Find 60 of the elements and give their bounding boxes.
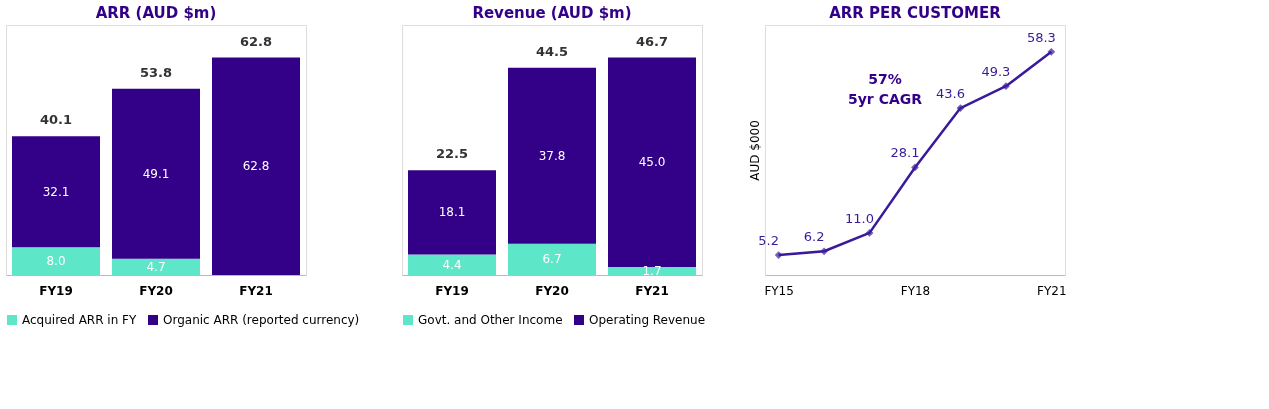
x-tick-label: FY15 — [764, 283, 794, 298]
data-label: 6.2 — [803, 229, 825, 245]
total-label: 44.5 — [535, 43, 569, 59]
bar — [508, 243, 596, 275]
bar — [608, 57, 696, 268]
x-tick-label: FY20 — [535, 283, 569, 298]
data-label: 49.1 — [142, 166, 170, 181]
bar — [112, 88, 200, 259]
data-label: 49.3 — [981, 64, 1011, 80]
data-label: 18.1 — [438, 205, 466, 220]
x-tick-label: FY21 — [1037, 283, 1067, 298]
point — [1002, 82, 1010, 91]
x-tick-label: FY21 — [635, 283, 669, 298]
data-label: 32.1 — [42, 184, 70, 199]
x-tick-label: FY20 — [139, 283, 173, 298]
data-label: 58.3 — [1026, 29, 1056, 45]
annotation: 57% 5yr CAGR — [847, 71, 923, 107]
bar — [608, 267, 696, 275]
bar — [12, 247, 100, 275]
legend-label: Organic ARR (reported currency) — [163, 313, 360, 327]
legend-label: Operating Revenue — [589, 313, 706, 327]
data-label: 1.7 — [642, 264, 662, 279]
point — [865, 229, 874, 237]
legend-label: Govt. and Other Income — [418, 313, 563, 327]
bar — [112, 258, 200, 275]
data-label: 5.2 — [758, 233, 779, 249]
point — [911, 163, 919, 172]
data-label: 6.7 — [542, 252, 562, 267]
x-tick-label: FY18 — [900, 283, 931, 298]
bar — [408, 254, 496, 275]
y-axis-title: AUD $000 — [747, 120, 762, 181]
data-label: 11.0 — [845, 210, 875, 226]
data-label: 62.8 — [242, 159, 270, 174]
total-label: 53.8 — [139, 64, 173, 80]
data-label: 45.0 — [638, 155, 666, 170]
data-label: 8.0 — [46, 254, 66, 269]
x-tick-label: FY21 — [239, 283, 273, 298]
data-label: 4.4 — [442, 257, 462, 272]
legend-label: Acquired ARR in FY — [22, 313, 137, 327]
chart-title: ARR (AUD $m) — [95, 4, 217, 22]
bar — [508, 67, 596, 244]
data-label: 43.6 — [935, 86, 965, 102]
data-label: 37.8 — [538, 148, 566, 163]
chart-title: ARR PER CUSTOMER — [829, 4, 1002, 22]
point — [1047, 47, 1056, 56]
total-label: 62.8 — [239, 33, 273, 49]
data-label: 28.1 — [890, 145, 920, 161]
x-tick-label: FY19 — [39, 283, 73, 298]
bar — [212, 57, 300, 275]
point — [956, 104, 965, 112]
chart-title: Revenue (AUD $m) — [472, 4, 632, 22]
x-tick-label: FY19 — [435, 283, 469, 298]
total-label: 46.7 — [635, 33, 669, 49]
bar — [12, 136, 100, 248]
point — [820, 247, 828, 256]
data-label: 4.7 — [146, 259, 166, 274]
point — [774, 251, 783, 259]
total-label: 40.1 — [39, 112, 73, 128]
bar — [408, 170, 496, 255]
total-label: 22.5 — [435, 146, 469, 162]
